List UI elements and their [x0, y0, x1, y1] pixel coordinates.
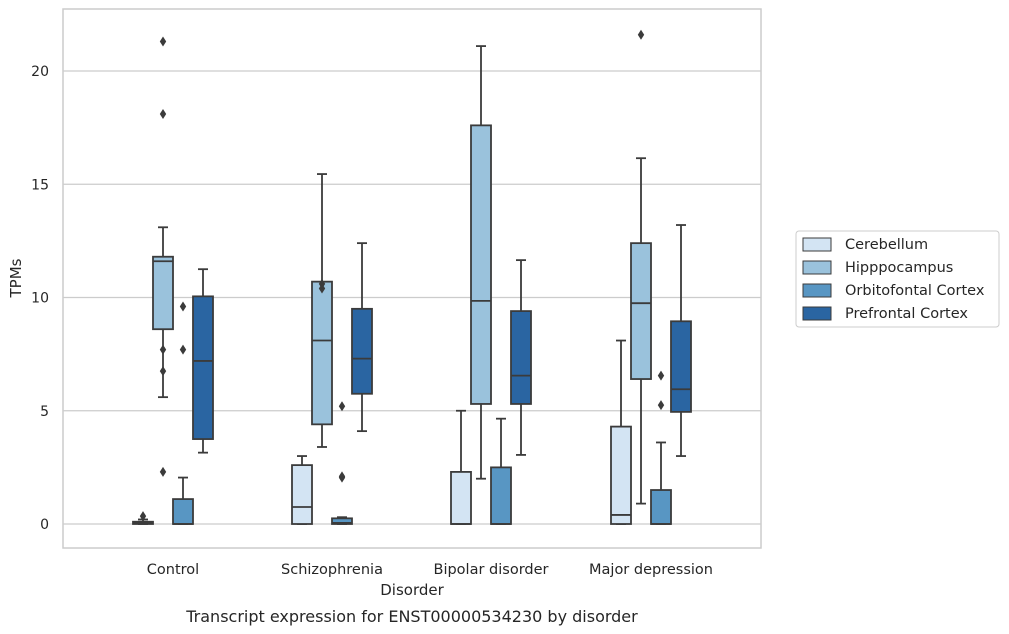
x-tick-label: Schizophrenia	[281, 562, 383, 578]
box-iqr	[351, 307, 373, 395]
box-iqr	[490, 466, 512, 525]
outlier-point	[318, 278, 326, 289]
legend-swatch	[802, 260, 832, 275]
box-orbitofontal-cortex	[331, 401, 353, 525]
legend-label: Cerebellum	[845, 237, 928, 253]
outlier-point	[179, 344, 187, 355]
box-prefrontal-cortex	[192, 268, 214, 454]
y-tick-label: 5	[40, 404, 49, 420]
box-iqr	[152, 255, 174, 331]
outlier-point	[159, 466, 167, 477]
box-groups	[132, 29, 692, 525]
outlier-point	[338, 401, 346, 412]
box-cerebellum	[291, 455, 313, 525]
y-tick-label: 15	[31, 177, 49, 193]
y-tick-label: 0	[40, 517, 49, 533]
box-iqr	[470, 124, 492, 405]
box-iqr	[450, 471, 472, 525]
box-hipppocampus	[152, 36, 174, 477]
outlier-point	[159, 36, 167, 47]
x-tick-label: Bipolar disorder	[434, 562, 549, 578]
box-prefrontal-cortex	[351, 242, 373, 433]
box-iqr	[610, 425, 632, 525]
y-tick-label: 20	[31, 64, 49, 80]
legend-swatch	[802, 306, 832, 321]
y-tick-labels: 0 5 10 15 20	[31, 64, 49, 533]
box-orbitofontal-cortex	[172, 301, 194, 525]
legend-label: Hipppocampus	[845, 260, 953, 276]
box-cerebellum	[610, 339, 632, 525]
legend-swatch	[802, 237, 832, 252]
legend-frame	[795, 230, 1000, 328]
legend-label: Prefrontal Cortex	[845, 306, 968, 322]
box-iqr	[630, 242, 652, 380]
plot-frame	[62, 8, 762, 549]
x-axis-label: Disorder	[380, 581, 444, 599]
x-tick-label: Major depression	[589, 562, 713, 578]
box-prefrontal-cortex	[670, 224, 692, 457]
outlier-point	[159, 109, 167, 120]
legend-swatch	[802, 283, 832, 298]
box-orbitofontal-cortex	[650, 370, 672, 525]
y-axis-label: TPMs	[7, 258, 25, 298]
legend-label: Orbitofontal Cortex	[845, 283, 985, 299]
box-iqr	[510, 310, 532, 405]
box-iqr	[670, 320, 692, 413]
x-tick-label: Control	[147, 562, 199, 578]
outlier-point	[139, 511, 147, 522]
box-orbitofontal-cortex	[490, 417, 512, 525]
chart-caption: Transcript expression for ENST0000053423…	[185, 607, 638, 626]
box-prefrontal-cortex	[510, 259, 532, 456]
y-tick-label: 10	[31, 291, 49, 307]
x-tick-labels: Control Schizophrenia Bipolar disorder Majo…	[147, 562, 713, 578]
legend: Cerebellum Hipppocampus Orbitofontal Corte…	[795, 230, 1000, 328]
box-iqr	[192, 295, 214, 440]
outlier-point	[637, 29, 645, 40]
box-iqr	[291, 464, 313, 525]
outlier-point	[338, 471, 346, 482]
box-hipppocampus	[311, 173, 333, 448]
box-iqr	[172, 498, 194, 525]
box-iqr	[650, 489, 672, 525]
box-hipppocampus	[470, 45, 492, 480]
box-cerebellum	[450, 409, 472, 525]
outlier-point	[159, 366, 167, 377]
outlier-point	[159, 344, 167, 355]
box-cerebellum	[132, 511, 154, 525]
outlier-point	[657, 370, 665, 381]
box-hipppocampus	[630, 29, 652, 505]
outlier-point	[179, 301, 187, 312]
box-iqr	[311, 280, 333, 426]
box-iqr	[331, 517, 353, 525]
outlier-point	[657, 400, 665, 411]
